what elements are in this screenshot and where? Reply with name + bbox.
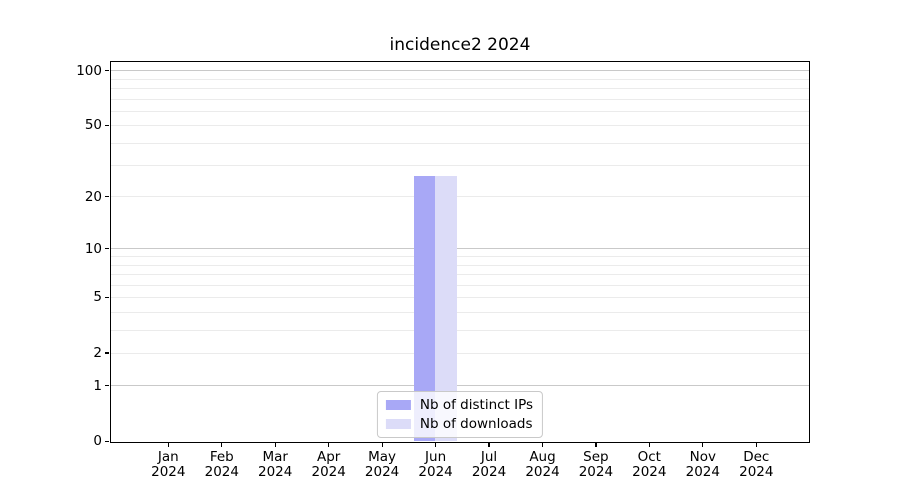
y-tick-mark bbox=[105, 440, 109, 442]
minor-gridline bbox=[111, 284, 809, 286]
y-tick-label: 2 bbox=[93, 345, 102, 361]
legend-label: Nb of distinct IPs bbox=[419, 397, 534, 413]
y-tick-mark bbox=[105, 352, 109, 354]
minor-gridline bbox=[111, 256, 809, 257]
y-tick-label: 5 bbox=[93, 289, 102, 306]
x-tick-month: Jul bbox=[480, 449, 498, 465]
x-tick-mark bbox=[488, 443, 490, 447]
x-tick-mark bbox=[328, 443, 330, 447]
x-tick-month: Jan bbox=[157, 449, 179, 465]
x-tick-mark bbox=[434, 443, 437, 447]
x-tick-mark bbox=[648, 443, 650, 447]
minor-gridline bbox=[111, 78, 809, 80]
x-tick-label: Aug 2024 bbox=[515, 450, 571, 480]
x-tick-mark bbox=[595, 443, 597, 447]
y-tick-mark bbox=[105, 248, 109, 250]
y-tick-mark bbox=[105, 124, 109, 127]
major-gridline bbox=[111, 70, 809, 72]
x-tick-mark bbox=[541, 443, 544, 447]
x-tick-month: Apr bbox=[317, 449, 341, 465]
minor-gridline bbox=[111, 142, 809, 144]
x-tick-label: Jun 2024 bbox=[408, 450, 464, 480]
x-tick-mark bbox=[702, 443, 704, 447]
y-tick-label: 1 bbox=[93, 377, 102, 394]
x-tick-label: Feb 2024 bbox=[194, 450, 250, 480]
x-tick-mark bbox=[167, 443, 169, 447]
legend-row: Nb of distinct IPs bbox=[385, 397, 534, 413]
y-tick-label: 20 bbox=[84, 188, 102, 205]
x-tick-year: 2024 bbox=[364, 464, 400, 480]
y-tick-label: 50 bbox=[84, 117, 102, 134]
bar bbox=[435, 176, 457, 441]
x-tick-month: Oct bbox=[637, 449, 661, 465]
x-tick-label: Jan 2024 bbox=[140, 450, 196, 480]
x-tick-mark bbox=[381, 443, 383, 447]
x-tick-year: 2024 bbox=[311, 464, 346, 480]
y-tick-mark bbox=[105, 69, 109, 72]
x-tick-mark bbox=[274, 443, 276, 447]
major-gridline bbox=[111, 248, 809, 250]
x-tick-year: 2024 bbox=[685, 464, 720, 480]
x-tick-label: Apr 2024 bbox=[301, 450, 357, 480]
x-tick-month: Dec bbox=[743, 449, 770, 465]
x-tick-year: 2024 bbox=[578, 464, 614, 480]
x-tick-year: 2024 bbox=[525, 464, 560, 480]
minor-gridline bbox=[111, 165, 809, 167]
x-tick-year: 2024 bbox=[632, 464, 667, 480]
legend-label: Nb of downloads bbox=[419, 416, 533, 432]
legend-swatch bbox=[385, 400, 411, 410]
minor-gridline bbox=[111, 297, 809, 298]
minor-gridline bbox=[111, 352, 809, 354]
x-tick-label: Sep 2024 bbox=[568, 450, 624, 480]
x-tick-label: Mar 2024 bbox=[247, 450, 303, 480]
plot-area: Nb of distinct IPs Nb of downloads bbox=[110, 61, 810, 443]
x-tick-year: 2024 bbox=[151, 464, 186, 480]
legend-row: Nb of downloads bbox=[385, 416, 533, 432]
legend-swatch bbox=[385, 419, 411, 429]
legend: Nb of distinct IPs Nb of downloads bbox=[376, 391, 544, 438]
x-tick-label: Jul 2024 bbox=[461, 450, 517, 480]
x-tick-month: Aug bbox=[529, 449, 556, 465]
x-tick-year: 2024 bbox=[471, 464, 507, 480]
chart-title: incidence2 2024 bbox=[389, 35, 531, 55]
minor-gridline bbox=[111, 87, 809, 89]
x-tick-year: 2024 bbox=[258, 464, 293, 480]
y-tick-mark bbox=[105, 296, 109, 298]
minor-gridline bbox=[111, 125, 809, 127]
x-tick-label: May 2024 bbox=[354, 450, 410, 480]
minor-gridline bbox=[111, 264, 809, 266]
x-tick-month: May bbox=[368, 449, 397, 465]
minor-gridline bbox=[111, 110, 809, 112]
minor-gridline bbox=[111, 311, 809, 313]
x-tick-year: 2024 bbox=[204, 464, 239, 480]
x-tick-year: 2024 bbox=[418, 464, 453, 480]
minor-gridline bbox=[111, 196, 809, 198]
x-tick-year: 2024 bbox=[739, 464, 774, 480]
x-tick-month: Feb bbox=[209, 449, 234, 465]
x-tick-mark bbox=[221, 443, 223, 447]
minor-gridline bbox=[111, 329, 809, 331]
bar bbox=[413, 176, 436, 441]
y-tick-label: 0 bbox=[93, 433, 102, 450]
y-tick-label: 10 bbox=[84, 240, 102, 257]
minor-gridline bbox=[111, 273, 809, 275]
x-tick-month: Mar bbox=[262, 449, 288, 465]
y-tick-mark bbox=[105, 196, 109, 198]
x-tick-month: Jun bbox=[425, 449, 447, 465]
x-tick-label: Dec 2024 bbox=[728, 450, 784, 480]
x-tick-label: Oct 2024 bbox=[621, 450, 677, 480]
x-tick-month: Sep bbox=[583, 449, 609, 465]
x-tick-label: Nov 2024 bbox=[675, 450, 731, 480]
minor-gridline bbox=[111, 98, 809, 100]
y-tick-label: 100 bbox=[76, 62, 102, 79]
y-tick-mark bbox=[105, 385, 109, 387]
x-tick-mark bbox=[755, 443, 757, 447]
x-tick-month: Nov bbox=[689, 449, 716, 465]
major-gridline bbox=[111, 385, 809, 387]
